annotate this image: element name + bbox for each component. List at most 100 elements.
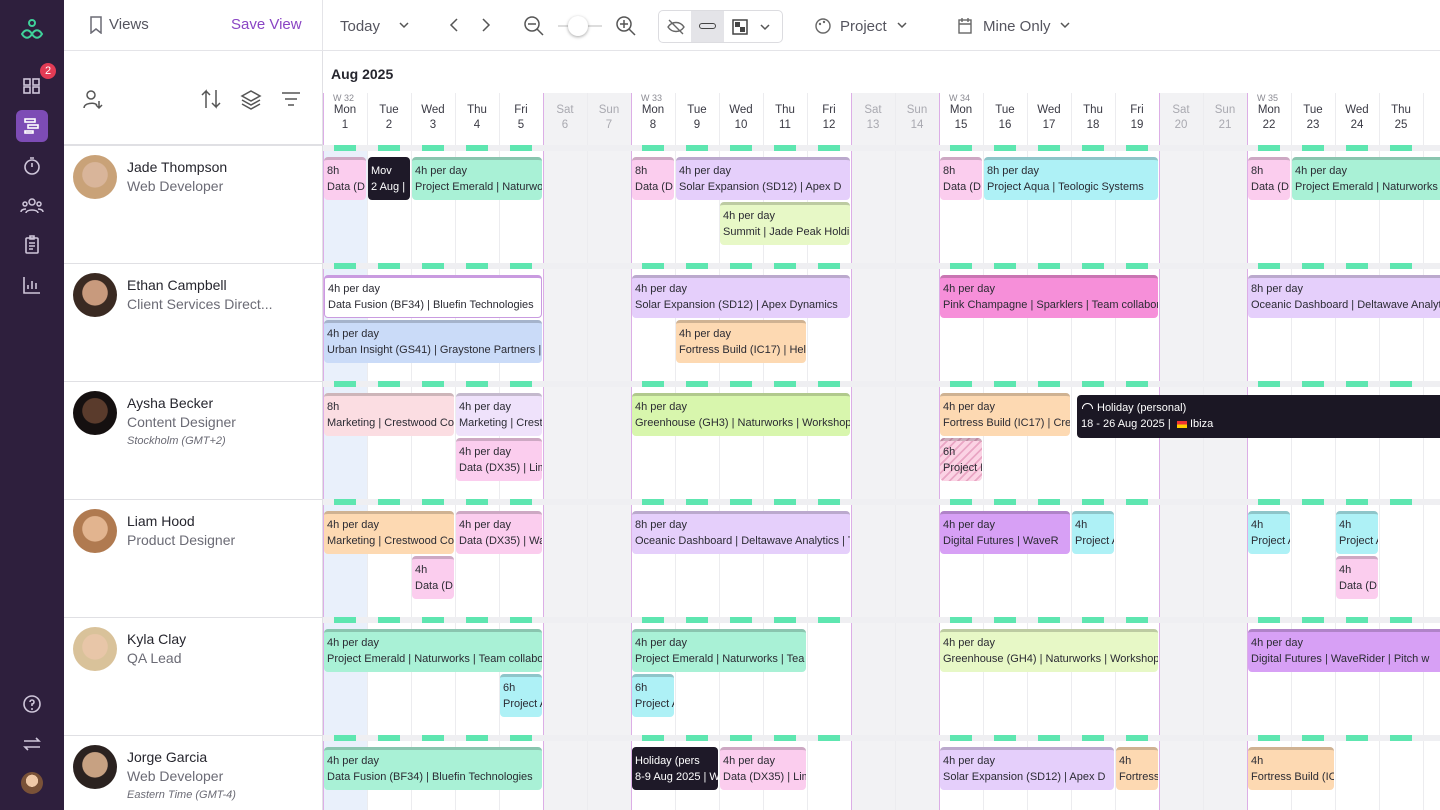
assignment[interactable]: 4h per day Project Emerald | Naturworks |… [324,629,542,672]
bar-toggle[interactable] [691,11,724,42]
assignment[interactable]: 4h per day Greenhouse (GH4) | Naturworks … [940,629,1158,672]
assignment[interactable]: 4h Fortress [1116,747,1158,790]
assignment[interactable]: 4h Project A [1336,511,1378,554]
assignment[interactable]: 4h per day Project Emerald | Naturworks [1292,157,1440,200]
assignment[interactable]: 4h per day Urban Insight (GS41) | Graysto… [324,320,542,363]
zoom-slider[interactable] [568,16,588,36]
assignment[interactable]: 4h per day Summit | Jade Peak Holdin [720,202,850,245]
day-line [455,93,456,810]
next-button[interactable] [480,17,492,33]
today-button[interactable]: Today [340,18,381,35]
assignment[interactable]: 4h per day Solar Expansion (SD12) | Apex … [940,747,1114,790]
project-caret[interactable] [896,20,908,30]
person-name[interactable]: Jade Thompson [127,159,228,175]
grid-toggle[interactable] [731,18,749,36]
assignment[interactable]: 8h Data (D [1248,157,1290,200]
assignment[interactable]: 4h per day Marketing | Crest [456,393,542,436]
assignment[interactable]: 4h Project A [1248,511,1290,554]
logo[interactable] [19,16,45,42]
toggle-caret[interactable] [759,22,771,32]
sort-icon[interactable] [200,88,222,110]
project-filter[interactable]: Project [840,18,887,35]
assignment[interactable]: 4h per day Fortress Build (IC17) | Heli [676,320,806,363]
assignment[interactable]: 4h Project A [1072,511,1114,554]
assignment[interactable]: 8h Marketing | Crestwood Co [324,393,454,436]
assignment-hours: Mov [371,165,392,177]
people-icon[interactable] [20,194,44,218]
day-name: Wed [1037,104,1061,116]
avatar[interactable] [73,509,117,553]
today-caret[interactable] [398,20,410,30]
avatar[interactable] [73,273,117,317]
person-name[interactable]: Liam Hood [127,513,195,529]
clipboard-icon[interactable] [20,233,44,257]
person-name[interactable]: Ethan Campbell [127,277,227,293]
assignment[interactable]: 8h per day Oceanic Dashboard | Deltawave … [632,511,850,554]
capacity-bar [730,145,752,151]
assignment[interactable]: 6h Project E [940,438,982,481]
person-name[interactable]: Aysha Becker [127,395,214,411]
user-avatar[interactable] [21,772,43,794]
weekend-shade [543,93,587,810]
day-name: Sun [1214,104,1236,116]
assignment[interactable]: 4h per day Marketing | Crestwood Co [324,511,454,554]
layers-icon[interactable] [240,88,262,110]
assignment[interactable]: 4h per day Solar Expansion (SD12) | Apex … [632,275,850,318]
assignment[interactable]: 4h per day Data (DX35) | Wa [456,511,542,554]
assignment[interactable]: 8h Data (D [324,157,366,200]
prev-button[interactable] [448,17,460,33]
assignment[interactable]: 8h per day Project Aqua | Teologic System… [984,157,1158,200]
assignment[interactable]: 4h per day Data (DX35) | Lim [456,438,542,481]
avatar[interactable] [73,391,117,435]
assignment[interactable]: 6h Project A [632,674,674,717]
hide-toggle[interactable] [666,18,686,36]
assignment[interactable]: Holiday (pers 8-9 Aug 2025 | W [632,747,718,790]
capacity-bar [378,735,400,741]
assignment[interactable]: 4h per day Digital Futures | WaveRider | … [1248,629,1440,672]
assignment[interactable]: 4h per day Data Fusion (BF34) | Bluefin T… [324,275,542,318]
avatar[interactable] [73,155,117,199]
assignment[interactable]: 4h per day Pink Champagne | Sparklers | T… [940,275,1158,318]
dashboard-icon[interactable] [20,74,44,98]
assignment[interactable]: Mov 2 Aug | [368,157,410,200]
assignment[interactable]: 4h per day Data Fusion (BF34) | Bluefin T… [324,747,542,790]
add-person-icon[interactable] [82,88,106,110]
assignment[interactable]: 4h per day Project Emerald | Naturworks |… [632,629,806,672]
assignment[interactable]: 6h Project A [500,674,542,717]
assignment[interactable]: 4h per day Project Emerald | Naturwo [412,157,542,200]
capacity-bar [1390,145,1412,151]
mine-caret[interactable] [1059,20,1071,30]
assignment[interactable]: 4h per day Digital Futures | WaveR [940,511,1070,554]
assignment[interactable]: 4h per day Solar Expansion (SD12) | Apex … [676,157,850,200]
assignment[interactable]: 8h Data (D [632,157,674,200]
person-name[interactable]: Kyla Clay [127,631,187,647]
avatar[interactable] [73,745,117,789]
day-line [1291,93,1292,810]
assignment[interactable]: 4h Data (D [412,556,454,599]
active-nav[interactable] [16,110,48,142]
assignment[interactable]: 4h per day Data (DX35) | Lim [720,747,806,790]
assignment[interactable]: 4h per day Greenhouse (GH3) | Naturworks … [632,393,850,436]
day-number: 15 [954,119,968,131]
switch-icon[interactable] [20,732,44,756]
filter-icon[interactable] [280,88,302,110]
assignment-label: Greenhouse (GH3) | Naturworks | Workshop [635,417,850,429]
day-number: 6 [561,119,569,131]
zoom-out[interactable] [522,14,546,38]
reports-icon[interactable] [20,273,44,297]
help-icon[interactable] [20,692,44,716]
avatar[interactable] [73,627,117,671]
bookmark-icon [90,16,102,34]
capacity-bar [422,381,444,387]
save-view-button[interactable]: Save View [231,16,302,33]
assignment[interactable]: 4h Fortress Build (IC [1248,747,1334,790]
assignment[interactable]: 8h Data (D [940,157,982,200]
assignment[interactable]: 8h per day Oceanic Dashboard | Deltawave … [1248,275,1440,318]
zoom-in[interactable] [614,14,638,38]
person-name[interactable]: Jorge Garcia [127,749,208,765]
assignment[interactable]: 4h Data (D [1336,556,1378,599]
timer-icon[interactable] [20,154,44,178]
views-button[interactable]: Views [109,16,149,33]
assignment[interactable]: 4h per day Fortress Build (IC17) | Cre [940,393,1070,436]
mine-only-filter[interactable]: Mine Only [983,18,1051,35]
